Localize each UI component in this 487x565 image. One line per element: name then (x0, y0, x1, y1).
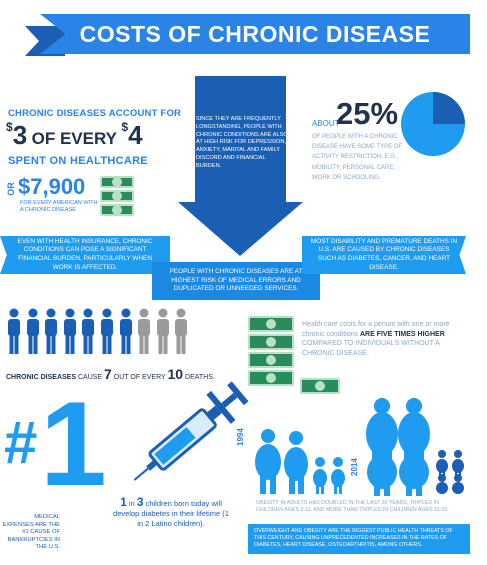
down-arrow-icon (178, 76, 303, 256)
activity-pie (401, 92, 465, 156)
num-a: 3 (12, 120, 28, 150)
year-2014: 2014 (350, 458, 359, 476)
dollar-sign-a: $ (6, 120, 13, 134)
money-stack-icon (248, 316, 294, 332)
page-title: COSTS OF CHRONIC DISEASE (40, 14, 470, 54)
three-text: 3 (136, 495, 144, 509)
person-icon-filled (119, 308, 132, 354)
percent-25: 25% (336, 96, 399, 131)
activity-text: OF PEOPLE WITH A CHRONIC DISEASE HAVE SO… (312, 134, 403, 181)
bankruptcy-text: MEDICAL EXPENSES ARE THE #1 CAUSE OF BAN… (2, 514, 60, 551)
costs-line2: COMPARED TO INDIVIDUALS WITHOUT A CHRONI… (302, 340, 440, 357)
person-icon-filled (45, 308, 58, 354)
in-text: in (128, 499, 135, 508)
people-row (6, 308, 192, 354)
num-b: 4 (128, 120, 143, 150)
obesity-footer: OVERWEIGHT AND OBESITY ARE THE BIGGEST P… (248, 524, 470, 554)
person-icon-filled (63, 308, 76, 354)
band-center: PEOPLE WITH CHRONIC DISEASES ARE AT HIGH… (152, 262, 320, 300)
hash-symbol: # (4, 409, 38, 476)
obesity-figures-2014 (366, 398, 464, 496)
costs-line1: Health care costs for a person with one … (302, 321, 450, 338)
spend-ratio: $3 OF EVERY $4 (6, 120, 143, 151)
amount: $7,900 (18, 174, 86, 199)
arrow-text: SINCE THEY ARE FREQUENTLY LONGSTANDING, … (196, 116, 288, 169)
for-every-text: FOR EVERY AMERICAN WITH A CHRONIC DISEAS… (20, 200, 98, 213)
person-icon-filled (82, 308, 95, 354)
big-one: 1 (40, 377, 107, 511)
num-10: 10 (167, 366, 184, 382)
about-label: ABOUT (312, 119, 340, 128)
deaths-sentence: CHRONIC DISEASES CAUSE 7 OUT OF EVERY 10… (6, 366, 215, 382)
out-of-every: OUT OF EVERY (113, 374, 166, 381)
person-icon-filled (8, 308, 20, 354)
year-1994: 1994 (236, 428, 245, 446)
cause-word: CAUSE (77, 374, 103, 381)
money-stack-icon (248, 334, 294, 350)
person-icon-filled (26, 308, 39, 354)
money-icon-single (300, 378, 340, 394)
diabetes-text: children born today will develop diabete… (113, 499, 229, 528)
or-label: OR (5, 182, 16, 196)
syringe-icon (133, 381, 249, 481)
obesity-text: OBESITY IN ADULTS HAS DOUBLED IN THE LAS… (256, 500, 449, 513)
costs-bold: ARE FIVE TIMES HIGHER (359, 330, 445, 338)
person-icon-empty (138, 308, 151, 354)
costs-text: Health care costs for a person with one … (302, 320, 462, 358)
person-icon-empty (175, 308, 188, 354)
spend-line1: CHRONIC DISEASES ACCOUNT FOR (8, 108, 182, 119)
dollar-sign-b: $ (121, 120, 129, 134)
one-text: 1 (120, 495, 127, 509)
diabetes-text-block: 1 in 3 children born today will develop … (112, 495, 230, 529)
money-stack-icon (248, 352, 294, 368)
money-stack-icon (248, 370, 294, 386)
money-icon (100, 204, 134, 216)
deaths-label-bold: CHRONIC DISEASES (6, 374, 77, 381)
deaths-word: DEATHS. (185, 374, 215, 381)
person-icon-empty (156, 308, 169, 354)
of-every: OF EVERY (31, 129, 117, 148)
spend-line3: SPENT ON HEALTHCARE (8, 155, 148, 167)
band-right: MOST DISABILITY AND PREMATURE DEATHS IN … (302, 236, 466, 274)
obesity-figures-1994 (255, 429, 345, 494)
person-icon-filled (101, 308, 113, 354)
money-icon (100, 176, 134, 188)
band-left: EVEN WITH HEALTH INSURANCE, CHRONIC COND… (0, 236, 170, 274)
num-7: 7 (104, 366, 112, 382)
money-icon (100, 190, 134, 202)
